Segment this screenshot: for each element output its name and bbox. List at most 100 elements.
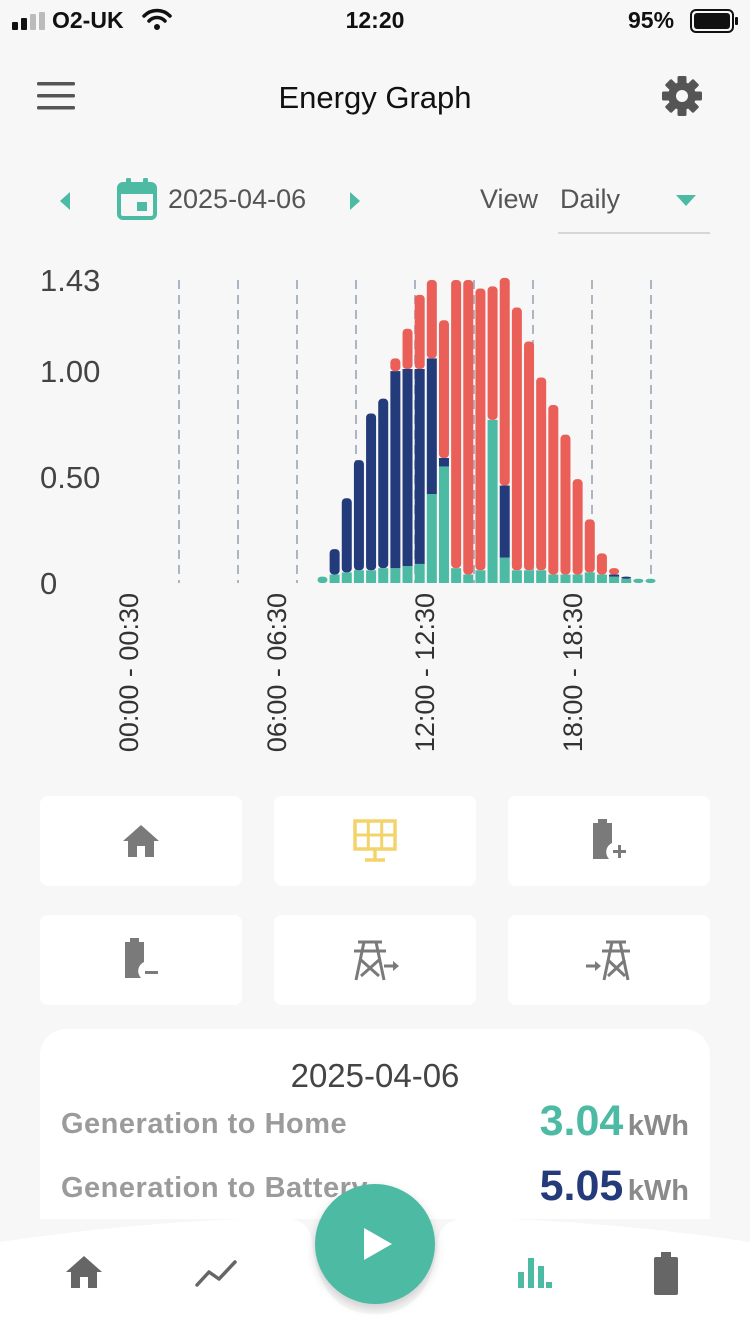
grid-export-tile[interactable] [274, 915, 476, 1005]
chart-bar-segment [487, 419, 498, 583]
battery-icon [690, 9, 738, 33]
grid-import-icon [586, 940, 630, 981]
y-tick-label: 0.50 [40, 460, 100, 495]
gen-to-battery-value: 5.05 [539, 1162, 624, 1210]
chart-bar-segment [596, 553, 607, 575]
battery-charge-icon [593, 819, 626, 859]
home-consumption-tile[interactable] [40, 796, 242, 886]
chart-bar-segment [633, 578, 644, 583]
prev-day-arrow-icon[interactable] [58, 190, 72, 212]
chart-bars [317, 277, 656, 583]
chart-bar-segment [451, 280, 462, 569]
gen-to-battery-unit: kWh [627, 1175, 689, 1207]
chart-bar-segment [487, 286, 498, 420]
view-select[interactable]: Daily [558, 176, 710, 234]
chart-bar-segment [475, 288, 486, 571]
chart-bar-segment [511, 570, 522, 583]
chart-bar-segment [560, 434, 571, 575]
chart-bar-segment [366, 413, 377, 571]
chart-bar-segment [536, 570, 547, 583]
chevron-down-icon [676, 195, 696, 206]
chart-bar-segment [524, 570, 535, 583]
solar-generation-tile[interactable] [274, 796, 476, 886]
chart-bar-segment [463, 280, 474, 575]
gen-to-home-value-group: 3.04 kWh [540, 1097, 689, 1146]
chart-bar-segment [414, 368, 425, 564]
gear-icon[interactable] [661, 75, 703, 117]
chart-bar-segment [378, 398, 389, 569]
battery-percentage: 95% [628, 7, 675, 33]
play-icon [364, 1228, 392, 1260]
chart-bar-segment [548, 574, 559, 583]
page-title: Energy Graph [278, 80, 472, 115]
battery-discharge-icon [125, 938, 158, 978]
y-tick-label: 1.43 [40, 263, 100, 298]
bottom-nav [0, 1218, 750, 1334]
chart-bar-segment [390, 371, 401, 569]
chart-bar-segment [341, 572, 352, 583]
chart-bar-segment [402, 566, 413, 583]
wifi-icon [142, 8, 172, 30]
summary-date: 2025-04-06 [290, 1057, 460, 1094]
chart-bar-segment [572, 479, 583, 575]
chart-y-axis: 0 0.50 1.00 1.43 [40, 263, 100, 601]
chart-bar-segment [499, 485, 510, 558]
grid-import-tile[interactable] [508, 915, 710, 1005]
chart-bar-segment [609, 568, 620, 575]
chart-bar-segment [475, 570, 486, 583]
battery-discharge-tile[interactable] [40, 915, 242, 1005]
gen-to-battery-label: Generation to Battery [61, 1172, 368, 1204]
carrier-name: O2-UK [52, 7, 124, 33]
chart-bar-segment [329, 574, 340, 583]
chart-bar-segment [524, 341, 535, 571]
chart-bar-segment [548, 405, 559, 575]
view-select-value: Daily [560, 184, 621, 214]
menu-icon[interactable] [37, 82, 75, 110]
chart-bar-segment [414, 294, 425, 369]
solar-panel-icon [353, 819, 397, 862]
gen-to-battery-value-group: 5.05 kWh [540, 1162, 689, 1211]
chart-bar-segment [511, 307, 522, 571]
selected-date[interactable]: 2025-04-06 [168, 184, 307, 214]
nav-battery-icon[interactable] [652, 1252, 680, 1296]
chart-bar-segment [329, 549, 340, 575]
next-day-arrow-icon[interactable] [348, 190, 362, 212]
signal-icon [12, 12, 45, 30]
chart-bar-segment [402, 328, 413, 369]
nav-bar-chart-icon[interactable] [516, 1256, 552, 1290]
chart-x-axis: 00:00 - 00:30 06:00 - 06:30 12:00 - 12:30 1… [114, 593, 588, 752]
chart-bar-segment [317, 576, 328, 583]
nav-trend-icon[interactable] [195, 1258, 239, 1288]
chart-bar-segment [426, 280, 437, 359]
chart-bar-segment [353, 570, 364, 583]
chart-bar-segment [426, 358, 437, 495]
chart-bar-segment [402, 368, 413, 567]
chart-bar-segment [438, 457, 449, 467]
summary-card: 2025-04-06 Generation to Home 3.04 kWh G… [40, 1029, 710, 1219]
home-icon [123, 825, 159, 857]
clock: 12:20 [345, 7, 405, 33]
chart-bar-segment [341, 498, 352, 573]
nav-home-icon[interactable] [64, 1254, 104, 1290]
chart-bar-segment [609, 574, 620, 577]
play-button[interactable] [315, 1184, 435, 1304]
chart-bar-segment [451, 568, 462, 583]
chart-bar-segment [499, 557, 510, 583]
chart-bar-segment [596, 574, 607, 583]
battery-charge-tile[interactable] [508, 796, 710, 886]
view-label: View [480, 184, 539, 214]
chart-bar-segment [572, 574, 583, 583]
x-tick-label: 18:00 - 18:30 [558, 593, 588, 752]
energy-chart: 0 0.50 1.00 1.43 00:00 - 00:30 06:00 - 06:30… [40, 263, 656, 752]
x-tick-label: 06:00 - 06:30 [262, 593, 292, 752]
y-tick-label: 0 [40, 566, 57, 601]
chart-bar-segment [621, 576, 632, 579]
gen-to-home-value: 3.04 [539, 1097, 624, 1145]
chart-bar-segment [584, 519, 595, 573]
calendar-icon[interactable] [117, 178, 157, 220]
chart-bar-segment [426, 494, 437, 583]
chart-bar-segment [438, 466, 449, 583]
x-tick-label: 12:00 - 12:30 [410, 593, 440, 752]
chart-bar-segment [609, 576, 620, 583]
chart-bar-segment [621, 578, 632, 583]
